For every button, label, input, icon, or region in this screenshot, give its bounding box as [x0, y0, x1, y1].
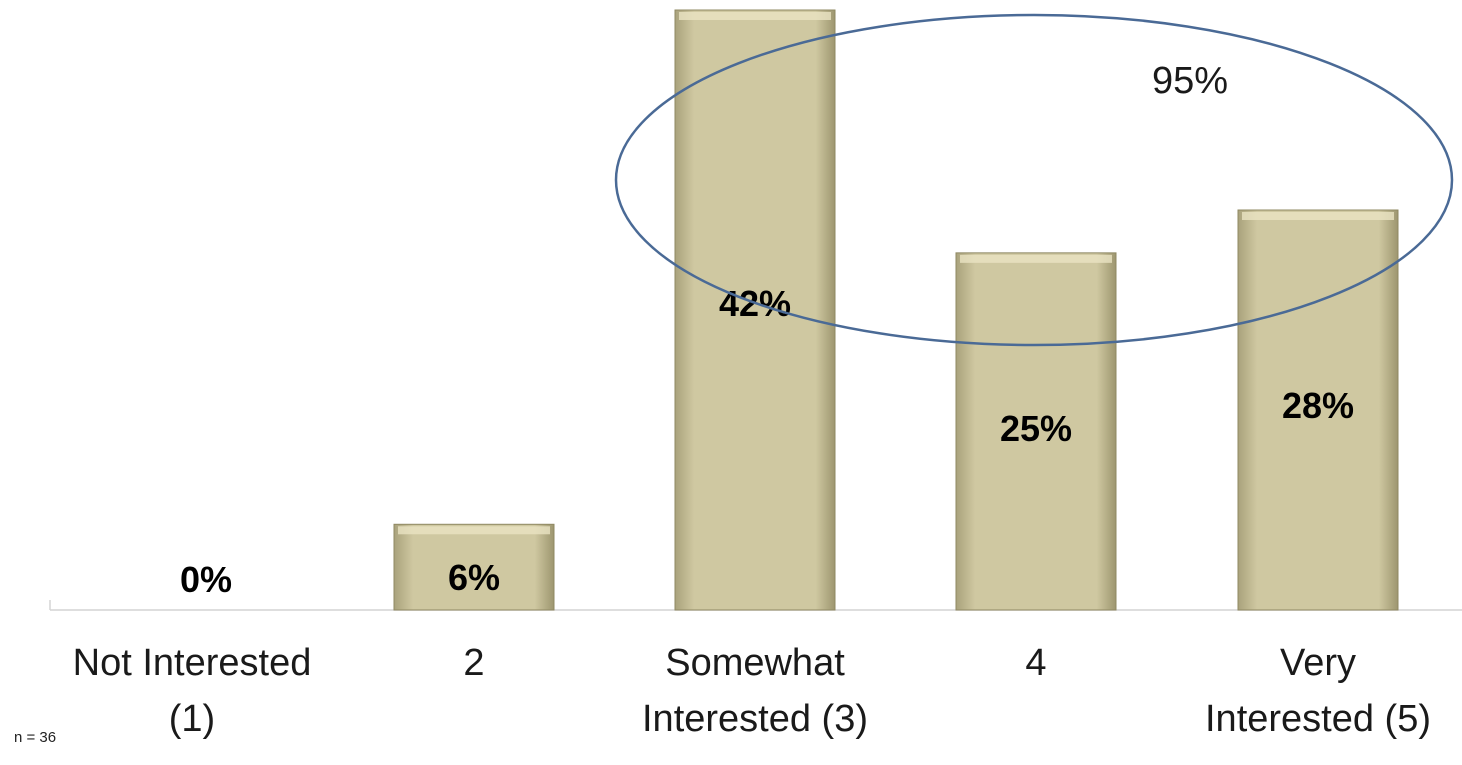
annotation-label-backdrop: [1125, 52, 1245, 104]
bar: [393, 523, 555, 611]
annotation-ellipse: [614, 13, 1454, 347]
data-label: 25%: [1000, 408, 1072, 449]
data-label: 28%: [1282, 385, 1354, 426]
category-label: Somewhat Interested (3): [642, 642, 868, 740]
sample-size-note: n = 36: [14, 729, 57, 746]
annotation-label: 95%: [1152, 60, 1228, 102]
category-label: 4: [1025, 642, 1046, 684]
bar: [674, 9, 836, 611]
data-label: 0%: [180, 559, 232, 600]
data-label: 6%: [448, 557, 500, 598]
category-label: Very Interested (5): [1205, 642, 1431, 740]
category-label: 2: [463, 642, 484, 684]
bar: [955, 252, 1117, 611]
category-label: Not Interested (1): [73, 642, 312, 740]
